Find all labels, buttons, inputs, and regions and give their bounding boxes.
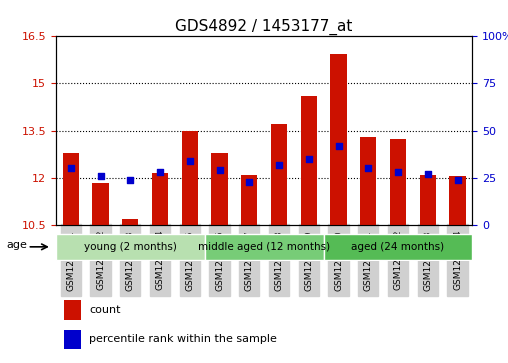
Point bbox=[245, 179, 253, 184]
Title: GDS4892 / 1453177_at: GDS4892 / 1453177_at bbox=[175, 19, 353, 35]
FancyBboxPatch shape bbox=[56, 234, 205, 260]
Text: percentile rank within the sample: percentile rank within the sample bbox=[89, 334, 277, 344]
Text: aged (24 months): aged (24 months) bbox=[352, 242, 444, 252]
Bar bbox=[360, 137, 376, 225]
Bar bbox=[62, 153, 79, 225]
Bar bbox=[241, 175, 258, 225]
Point bbox=[305, 156, 313, 162]
Bar bbox=[152, 173, 168, 225]
Bar bbox=[122, 219, 139, 225]
Point bbox=[364, 166, 372, 171]
Bar bbox=[64, 300, 81, 320]
Point bbox=[275, 162, 283, 168]
Bar bbox=[330, 54, 347, 225]
Point bbox=[126, 177, 134, 183]
Text: age: age bbox=[6, 240, 27, 250]
Bar bbox=[390, 139, 406, 225]
Bar bbox=[181, 131, 198, 225]
Bar bbox=[92, 183, 109, 225]
Bar bbox=[271, 125, 287, 225]
Point bbox=[394, 169, 402, 175]
Bar bbox=[301, 96, 317, 225]
Point bbox=[156, 169, 164, 175]
Bar bbox=[450, 176, 466, 225]
Point bbox=[424, 171, 432, 177]
Point bbox=[454, 177, 462, 183]
Point bbox=[67, 166, 75, 171]
Point bbox=[334, 143, 342, 149]
Text: young (2 months): young (2 months) bbox=[84, 242, 177, 252]
Point bbox=[97, 173, 105, 179]
Point bbox=[186, 158, 194, 164]
Bar bbox=[420, 175, 436, 225]
Bar bbox=[211, 153, 228, 225]
Bar bbox=[64, 330, 81, 349]
Text: count: count bbox=[89, 305, 121, 315]
Point bbox=[215, 167, 224, 173]
Text: middle aged (12 months): middle aged (12 months) bbox=[198, 242, 330, 252]
FancyBboxPatch shape bbox=[205, 234, 324, 260]
FancyBboxPatch shape bbox=[324, 234, 472, 260]
